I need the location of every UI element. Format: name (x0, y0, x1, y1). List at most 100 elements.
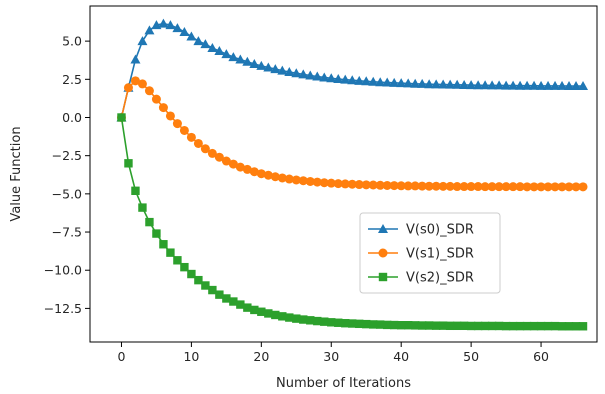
data-point (403, 78, 414, 88)
data-point (187, 269, 196, 279)
data-point (501, 321, 511, 331)
y-tick-label: −12.5 (44, 301, 82, 316)
data-point (277, 65, 288, 75)
data-point (340, 179, 350, 189)
data-point (403, 181, 413, 191)
data-point (242, 56, 253, 66)
data-point (320, 317, 329, 326)
legend-triangle-icon (378, 224, 388, 233)
data-point (438, 321, 448, 330)
data-point (355, 319, 364, 329)
data-point (389, 181, 399, 191)
data-point (543, 321, 553, 331)
data-point (173, 256, 182, 265)
data-point (341, 319, 350, 328)
data-point (522, 321, 532, 331)
data-point (284, 66, 295, 76)
data-point (494, 182, 504, 192)
data-point (137, 79, 147, 89)
data-point (291, 175, 301, 185)
data-point (376, 320, 385, 329)
data-point (473, 80, 484, 90)
data-point (138, 203, 147, 212)
legend-box (359, 212, 501, 294)
data-point (550, 321, 560, 331)
data-point (431, 181, 441, 191)
data-point (326, 178, 336, 188)
data-point (347, 179, 357, 189)
data-point (452, 182, 462, 192)
y-tick-label: 0.0 (62, 110, 82, 125)
data-point (186, 31, 197, 41)
data-point (459, 79, 470, 89)
data-point (396, 78, 407, 88)
data-point (480, 321, 490, 331)
data-point (508, 80, 519, 90)
data-point (424, 79, 435, 89)
data-point (452, 79, 463, 89)
data-point (529, 182, 539, 192)
y-tick-label: 2.5 (62, 72, 82, 87)
series-triangle (116, 18, 589, 122)
y-tick-label: −5.0 (52, 186, 82, 201)
data-point (348, 319, 357, 328)
data-point (369, 320, 378, 329)
series-square (117, 113, 588, 331)
data-point (445, 321, 455, 331)
y-tick-label: −7.5 (52, 225, 82, 240)
data-point (515, 80, 526, 90)
data-point (215, 290, 224, 299)
data-point (480, 182, 490, 192)
data-point (396, 321, 406, 330)
data-point (270, 64, 281, 74)
data-point (515, 182, 525, 192)
data-point (284, 174, 294, 184)
data-point (228, 159, 238, 169)
data-point (242, 164, 252, 174)
data-point (152, 229, 161, 238)
data-point (410, 321, 420, 330)
data-point (278, 312, 287, 321)
data-point (361, 180, 371, 190)
data-point (445, 79, 456, 89)
data-point (571, 182, 581, 192)
legend: V(s0)_SDR V(s1)_SDR V(s2)_SDR (359, 212, 501, 294)
data-point (186, 132, 196, 142)
data-point (347, 75, 358, 85)
data-point (487, 182, 497, 192)
data-point (396, 181, 406, 191)
data-point (459, 321, 469, 331)
data-point (578, 322, 588, 331)
data-point (221, 156, 231, 166)
data-point (200, 144, 210, 154)
data-point (305, 176, 315, 186)
data-point (235, 162, 245, 172)
data-point (236, 300, 245, 309)
data-point (312, 177, 322, 187)
y-tick-label: 5.0 (62, 34, 82, 49)
data-point (480, 80, 491, 90)
data-point (292, 314, 301, 323)
data-point (382, 180, 392, 190)
data-point (390, 320, 399, 330)
legend-label: V(s0)_SDR (406, 223, 474, 238)
data-point (256, 60, 267, 70)
data-point (334, 318, 343, 327)
data-point (306, 316, 315, 325)
data-point (550, 182, 560, 192)
data-point (130, 54, 141, 64)
data-point (130, 76, 140, 86)
data-point (179, 26, 190, 36)
data-point (291, 68, 302, 78)
data-point (508, 321, 518, 331)
y-axis-title: Value Function (9, 126, 24, 221)
data-point (200, 39, 211, 49)
data-point (564, 182, 574, 192)
data-point (222, 294, 231, 303)
data-point (522, 182, 532, 192)
data-point (354, 180, 364, 190)
data-point (137, 36, 148, 46)
data-point (214, 46, 225, 56)
data-point (257, 307, 266, 316)
data-point (229, 297, 238, 306)
